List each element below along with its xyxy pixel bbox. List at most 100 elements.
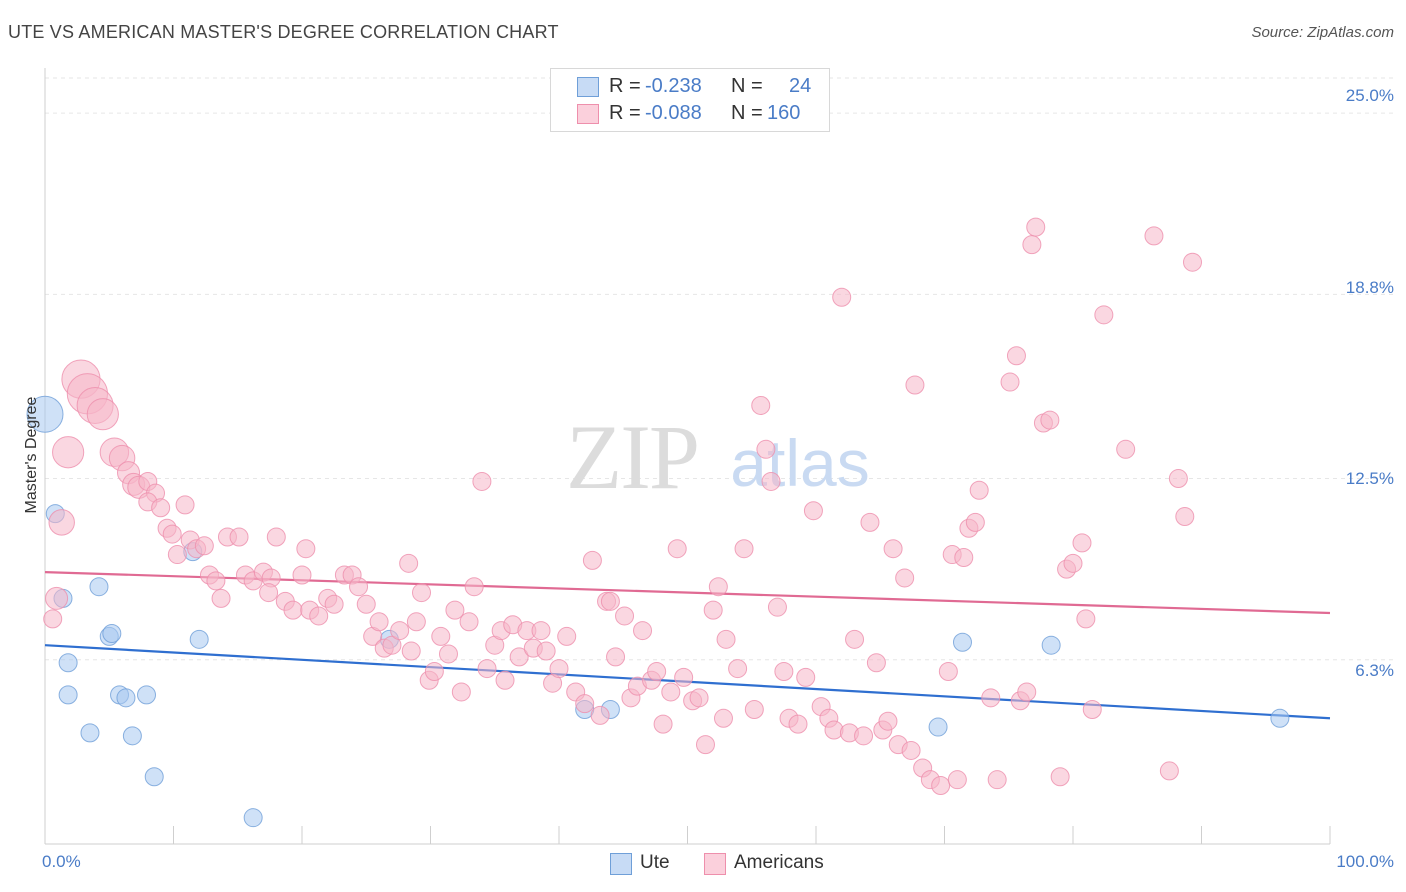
- data-point: [1022, 235, 1042, 255]
- data-point: [401, 641, 421, 661]
- r-label: R =: [609, 102, 641, 124]
- y-tick-label: 6.3%: [1355, 661, 1394, 680]
- ute-swatch: [577, 77, 599, 97]
- data-point: [751, 395, 771, 415]
- data-point: [26, 395, 64, 433]
- data-point: [1094, 305, 1114, 325]
- data-point: [965, 512, 985, 532]
- y-tick-label: 12.5%: [1345, 469, 1394, 488]
- data-point: [144, 767, 164, 787]
- data-point: [1072, 533, 1092, 553]
- data-point: [309, 606, 329, 626]
- chart-title: UTE VS AMERICAN MASTER'S DEGREE CORRELAT…: [8, 22, 559, 42]
- data-point: [292, 565, 312, 585]
- data-point: [167, 545, 187, 565]
- data-point: [536, 641, 556, 661]
- data-point: [369, 612, 389, 632]
- data-point: [756, 439, 776, 459]
- data-point: [324, 594, 344, 614]
- data-point: [390, 621, 410, 641]
- data-point: [86, 398, 119, 431]
- data-point: [1040, 410, 1060, 430]
- data-point: [647, 662, 667, 682]
- data-point: [509, 647, 529, 667]
- data-point: [854, 726, 874, 746]
- data-point: [744, 700, 764, 720]
- data-point: [1026, 217, 1046, 237]
- data-point: [531, 621, 551, 641]
- data-point: [438, 644, 458, 664]
- data-point: [734, 539, 754, 559]
- data-point: [412, 583, 432, 603]
- data-point: [162, 524, 182, 544]
- data-point: [1006, 346, 1026, 366]
- data-point: [431, 626, 451, 646]
- data-point: [600, 591, 620, 611]
- data-point: [1076, 609, 1096, 629]
- source-label: Source: ZipAtlas.com: [1251, 24, 1394, 41]
- data-point: [229, 527, 249, 547]
- data-point: [137, 685, 157, 705]
- data-point: [477, 659, 497, 679]
- data-point: [1063, 553, 1083, 573]
- data-point: [695, 735, 715, 755]
- data-point: [243, 808, 263, 828]
- data-point: [981, 688, 1001, 708]
- data-point: [1000, 372, 1020, 392]
- data-point: [1017, 682, 1037, 702]
- data-point: [116, 688, 136, 708]
- data-point: [938, 662, 958, 682]
- data-point: [606, 647, 626, 667]
- data-point: [952, 632, 972, 652]
- y-tick-label: 18.8%: [1345, 278, 1394, 297]
- data-point: [653, 714, 673, 734]
- watermark-zip: ZIP: [566, 406, 698, 508]
- data-point: [189, 629, 209, 649]
- data-point: [211, 588, 231, 608]
- data-point: [122, 726, 142, 746]
- ute-legend-label: Ute: [640, 852, 670, 873]
- data-point: [1041, 635, 1061, 655]
- data-point: [845, 629, 865, 649]
- x-tick-label-max: 100.0%: [1336, 852, 1394, 871]
- data-point: [43, 609, 63, 629]
- data-point: [703, 600, 723, 620]
- data-point: [661, 682, 681, 702]
- data-point: [1168, 469, 1188, 489]
- data-point: [667, 539, 687, 559]
- data-point: [1082, 700, 1102, 720]
- data-point: [832, 287, 852, 307]
- data-point: [883, 539, 903, 559]
- data-point: [194, 536, 214, 556]
- data-point: [259, 583, 279, 603]
- data-point: [80, 723, 100, 743]
- data-point: [824, 720, 844, 740]
- data-point: [582, 550, 602, 570]
- ute-legend-swatch: [610, 853, 632, 875]
- data-point: [931, 776, 951, 796]
- n-value: 160: [767, 102, 801, 124]
- data-point: [48, 509, 75, 536]
- data-point: [796, 667, 816, 687]
- data-point: [590, 705, 610, 725]
- r-value: -0.238: [645, 75, 702, 97]
- stats-row-ute: R = -0.238 N = 24: [551, 75, 829, 101]
- data-point: [928, 717, 948, 737]
- data-point: [206, 571, 226, 591]
- n-label: N =: [731, 75, 763, 97]
- stats-legend: R = -0.238 N = 24 R = -0.088 N = 160: [550, 68, 830, 132]
- data-point: [175, 495, 195, 515]
- data-point: [1270, 708, 1290, 728]
- data-point: [895, 568, 915, 588]
- data-point: [424, 662, 444, 682]
- data-point: [615, 606, 635, 626]
- r-value: -0.088: [645, 102, 702, 124]
- data-point: [954, 547, 974, 567]
- data-point: [905, 375, 925, 395]
- data-point: [557, 626, 577, 646]
- x-tick-label-min: 0.0%: [42, 852, 81, 871]
- data-point: [633, 621, 653, 641]
- y-axis-label: Master's Degree: [23, 396, 40, 514]
- data-point: [708, 577, 728, 597]
